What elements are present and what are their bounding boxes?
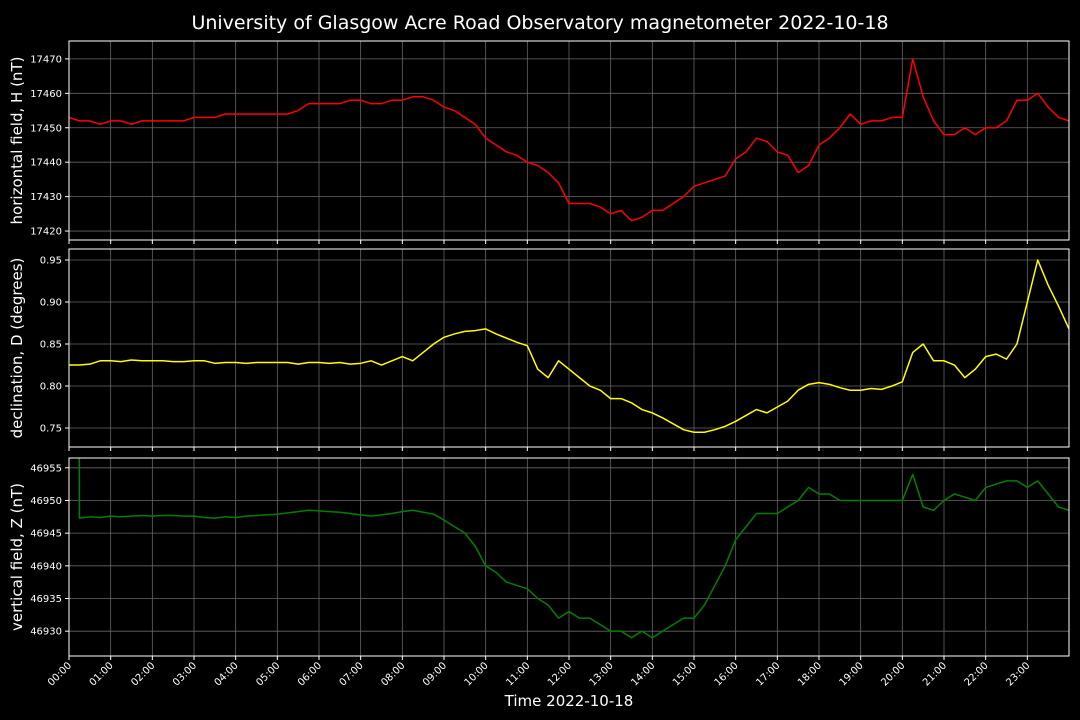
y-tick-label: 17440: [30, 158, 62, 169]
y-tick-label: 0.75: [40, 424, 62, 435]
y-tick-label: 17430: [30, 192, 62, 203]
x-axis-label: Time 2022-10-18: [504, 692, 634, 710]
y-axis-label: vertical field, Z (nT): [8, 483, 26, 631]
data-line: [78, 458, 1069, 639]
data-line: [69, 58, 1069, 222]
y-tick-label: 17450: [30, 123, 62, 134]
y-tick-label: 0.80: [40, 382, 62, 393]
y-tick-label: 46950: [30, 496, 62, 507]
y-tick-label: 46945: [30, 529, 62, 540]
y-tick-label: 0.85: [40, 340, 62, 351]
data-line: [69, 259, 1069, 433]
plot-frame: [68, 40, 1070, 241]
y-tick-label: 46930: [30, 627, 62, 638]
y-tick-label: 17420: [30, 227, 62, 238]
plot-frame: [68, 248, 1070, 448]
y-tick-label: 46955: [30, 463, 62, 474]
y-tick-label: 46940: [30, 561, 62, 572]
y-tick-label: 17460: [30, 89, 62, 100]
y-axis-label: declination, D (degrees): [8, 258, 26, 439]
plot-frame: [68, 457, 1070, 657]
y-tick-label: 46935: [30, 594, 62, 605]
y-tick-label: 0.95: [40, 256, 62, 267]
figure-title: University of Glasgow Acre Road Observat…: [191, 12, 888, 34]
y-axis-label: horizontal field, H (nT): [8, 57, 26, 225]
y-tick-label: 0.90: [40, 298, 62, 309]
y-tick-label: 17470: [30, 54, 62, 65]
